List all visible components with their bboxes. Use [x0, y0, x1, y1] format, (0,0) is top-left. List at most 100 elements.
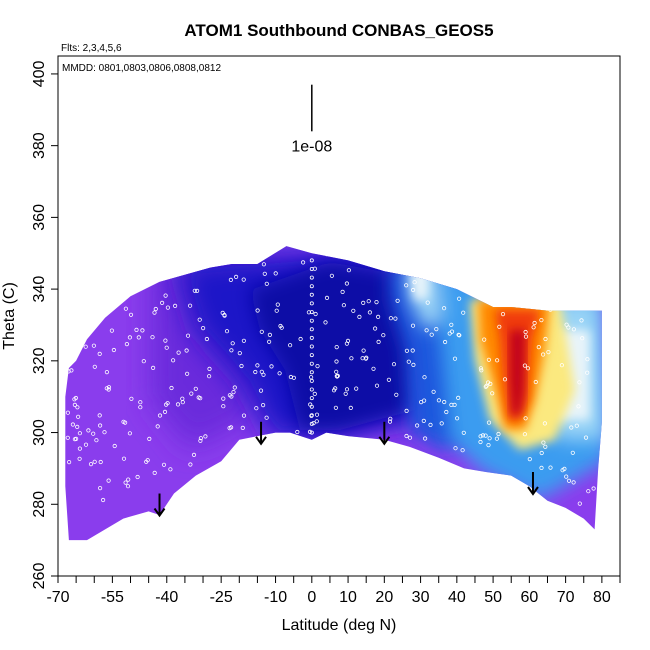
sample-dot [237, 350, 242, 356]
sample-dot [75, 405, 80, 410]
dark-red-core [510, 330, 525, 415]
sample-dot [441, 306, 447, 311]
sample-dot [372, 326, 378, 331]
sample-dot [566, 478, 572, 483]
sample-dot [500, 311, 506, 317]
sample-dot [264, 281, 269, 286]
y-tick-label: 400 [31, 60, 48, 87]
sample-dot [487, 436, 492, 441]
annotation: 1e-08 [291, 84, 332, 155]
sample-dot [176, 350, 181, 355]
sample-dot [76, 414, 81, 419]
sample-dot [129, 396, 134, 401]
sample-dot [98, 459, 103, 465]
sample-dot [109, 328, 115, 333]
sample-dot [269, 364, 274, 369]
sample-dot [456, 395, 461, 400]
sample-dot [192, 288, 197, 293]
x-tick-label: 20 [375, 589, 393, 606]
sample-dot [406, 359, 411, 364]
sample-dot [91, 343, 97, 348]
sample-dot [354, 386, 359, 391]
sample-dot [65, 355, 70, 361]
x-tick-label: 70 [557, 589, 575, 606]
sample-dot [340, 289, 345, 294]
sample-dot [163, 293, 168, 298]
sample-dot [436, 398, 441, 403]
sample-dot [241, 338, 246, 343]
sample-dot [523, 416, 528, 421]
sample-dot [66, 342, 72, 347]
sample-dot [298, 336, 303, 342]
sample-dot [151, 365, 156, 370]
sample-dot [111, 347, 117, 353]
sample-dot [531, 325, 536, 330]
sample-dot [77, 456, 82, 461]
sample-dot [449, 322, 454, 327]
sample-dot [266, 339, 272, 344]
arrow-marker [255, 421, 267, 446]
sample-dot [541, 440, 546, 445]
sample-dot [562, 466, 567, 471]
sample-dot [135, 474, 140, 480]
sample-dot [123, 480, 128, 485]
sample-dot [309, 353, 314, 358]
sample-dot [300, 260, 306, 265]
sample-dot [576, 404, 581, 409]
sample-dot [333, 386, 338, 391]
sample-dot [309, 413, 314, 418]
annotation-label: 1e-08 [291, 138, 332, 155]
sample-dot [532, 320, 537, 326]
sample-dot [539, 465, 544, 470]
x-tick-label: 40 [448, 589, 466, 606]
sample-dot [188, 462, 193, 467]
dates-note: MMDD: 0801,0803,0806,0808,0812 [62, 63, 221, 74]
sample-dot [571, 327, 577, 332]
sample-dot [261, 372, 266, 377]
sample-dot [180, 396, 185, 401]
sample-dot [496, 431, 501, 437]
sample-dot [527, 456, 532, 462]
sample-dot [65, 410, 71, 415]
sample-dot [136, 335, 141, 340]
sample-dot [231, 389, 236, 395]
sample-dot [394, 392, 399, 397]
x-axis-title: Latitude (deg N) [282, 617, 397, 634]
sample-dot [188, 303, 193, 308]
sample-dot [486, 442, 491, 448]
sample-dot [134, 327, 139, 332]
sample-dot [309, 370, 314, 375]
sample-dot [559, 363, 565, 368]
sample-dot [410, 287, 416, 293]
sample-dot [175, 402, 181, 407]
sample-dot [163, 338, 168, 343]
sample-dot [483, 433, 488, 438]
sample-dot [173, 303, 178, 308]
sample-dot [404, 408, 409, 413]
sample-dot [97, 413, 102, 418]
sample-dot [72, 397, 77, 402]
sample-dot [207, 366, 212, 371]
sample-dot [571, 480, 576, 485]
sample-dot [341, 303, 346, 308]
sample-dot [196, 395, 201, 400]
sample-dot [138, 400, 143, 405]
sample-dot [106, 478, 111, 483]
x-tick-label: 80 [593, 589, 611, 606]
x-tick-label: 50 [484, 589, 502, 606]
sample-dot [478, 439, 483, 445]
sample-dot [264, 415, 269, 420]
sample-dot [65, 435, 70, 440]
sample-dot [374, 299, 379, 305]
sample-dot [314, 412, 320, 417]
sample-dot [564, 474, 569, 479]
sample-dot [152, 470, 157, 475]
sample-dot [375, 314, 381, 319]
sample-dot [522, 363, 528, 368]
sample-dot [371, 366, 376, 371]
sample-dot [334, 344, 339, 350]
sample-dot [483, 384, 488, 389]
sample-dot [381, 333, 386, 338]
sample-dot [539, 450, 544, 456]
